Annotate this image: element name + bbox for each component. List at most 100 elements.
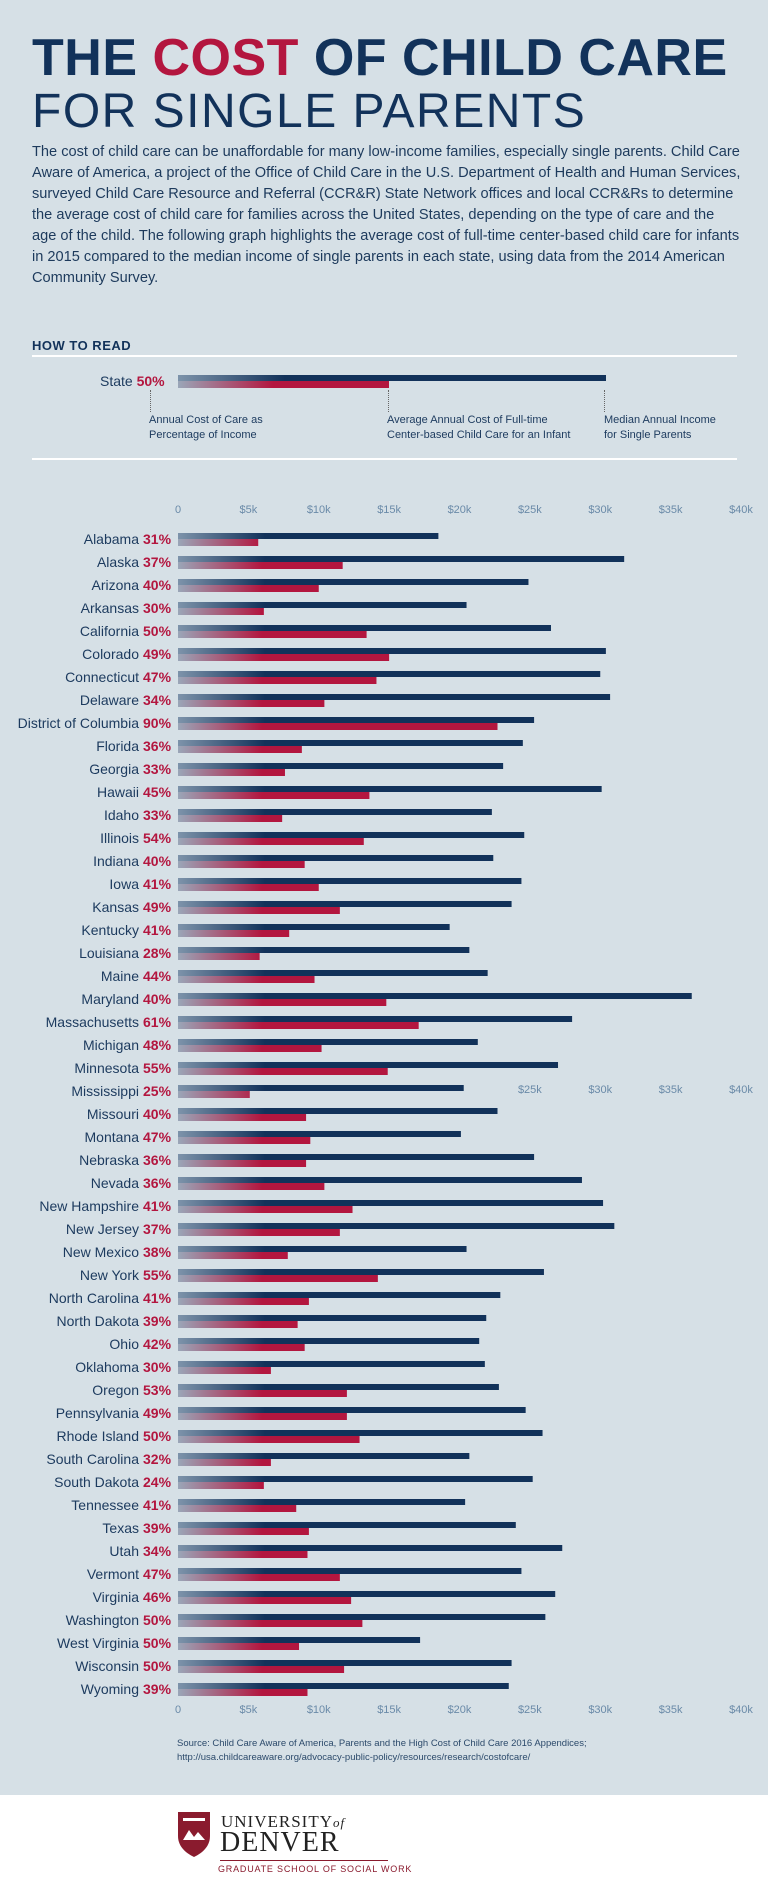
x-tick-label: $35k xyxy=(659,1704,683,1716)
pct-label: 36% xyxy=(143,738,172,754)
income-bar xyxy=(178,901,512,907)
state-label: New Jersey xyxy=(66,1221,139,1237)
chart-row: Idaho 33% xyxy=(104,807,492,823)
cost-bar xyxy=(178,1091,250,1098)
income-bar xyxy=(178,1522,516,1528)
cost-bar xyxy=(178,1620,363,1627)
income-bar xyxy=(178,1660,512,1666)
x-tick-label: $15k xyxy=(377,504,401,516)
chart-row: Massachusetts 61% xyxy=(46,1014,573,1030)
pct-label: 38% xyxy=(143,1244,172,1260)
chart-row: Oregon 53% xyxy=(92,1382,499,1398)
pct-label: 40% xyxy=(143,853,172,869)
bar-chart: 0 $5k $10k $15k $20k $25k $30k $35k $40k $25k $30… xyxy=(18,504,754,1716)
state-label: Washington xyxy=(66,1612,139,1628)
income-bar xyxy=(178,993,692,999)
legend-pct-pointer xyxy=(150,390,151,412)
cost-bar xyxy=(178,1597,352,1604)
x-tick-label: $40k xyxy=(729,504,753,516)
income-bar xyxy=(178,947,470,953)
income-bar xyxy=(178,1637,421,1643)
income-bar xyxy=(178,533,439,539)
cost-bar xyxy=(178,654,390,661)
state-label: Louisiana xyxy=(79,945,139,961)
chart-row: Oklahoma 30% xyxy=(75,1359,485,1375)
state-label: Missouri xyxy=(87,1106,139,1122)
x-tick-label: $15k xyxy=(377,1704,401,1716)
legend-pct-label-line: Percentage of Income xyxy=(149,429,257,441)
cost-bar xyxy=(178,1183,325,1190)
x-tick-label: $35k xyxy=(659,1084,683,1096)
income-bar xyxy=(178,1269,544,1275)
state-label: Florida xyxy=(96,738,139,754)
cost-bar xyxy=(178,608,264,615)
income-bar xyxy=(178,763,504,769)
legend-cost-label-line: Average Annual Cost of Full-time xyxy=(387,414,548,426)
chart-row: Mississippi 25% xyxy=(71,1083,464,1099)
cost-bar xyxy=(178,1045,322,1052)
pct-label: 50% xyxy=(143,623,172,639)
pct-label: 50% xyxy=(143,1658,172,1674)
income-bar xyxy=(178,1407,526,1413)
state-label: North Carolina xyxy=(49,1290,139,1306)
state-label: Texas xyxy=(102,1520,139,1536)
legend-income-label-line: for Single Parents xyxy=(604,429,692,441)
state-label: Maine xyxy=(101,968,139,984)
income-bar xyxy=(178,1039,478,1045)
legend-state: State 50% xyxy=(100,373,165,389)
income-bar xyxy=(178,625,551,631)
income-bar xyxy=(178,1200,604,1206)
cost-bar xyxy=(178,1298,309,1305)
pct-label: 30% xyxy=(143,1359,172,1375)
state-label: Oklahoma xyxy=(75,1359,139,1375)
chart-row: Montana 47% xyxy=(85,1129,461,1145)
state-label: Montana xyxy=(85,1129,140,1145)
cost-bar xyxy=(178,792,370,799)
chart-row: Delaware 34% xyxy=(80,692,611,708)
chart-row: West Virginia 50% xyxy=(57,1635,421,1651)
chart-row: Michigan 48% xyxy=(83,1037,478,1053)
income-bar xyxy=(178,1108,498,1114)
income-bar xyxy=(178,1177,582,1183)
chart-row: Vermont 47% xyxy=(87,1566,522,1582)
income-bar xyxy=(178,1453,470,1459)
pct-label: 39% xyxy=(143,1681,172,1697)
chart-row: Illinois 54% xyxy=(100,830,525,846)
cost-bar xyxy=(178,815,283,822)
pct-label: 41% xyxy=(143,1290,172,1306)
pct-label: 36% xyxy=(143,1175,172,1191)
pct-label: 39% xyxy=(143,1520,172,1536)
pct-label: 41% xyxy=(143,1198,172,1214)
x-tick-label: $25k xyxy=(518,504,542,516)
income-bar xyxy=(178,694,611,700)
x-tick-label: $20k xyxy=(448,1704,472,1716)
income-bar xyxy=(178,648,606,654)
x-tick-label: $10k xyxy=(307,1704,331,1716)
state-label: Colorado xyxy=(82,646,139,662)
cost-bar xyxy=(178,1574,340,1581)
pct-label: 32% xyxy=(143,1451,172,1467)
income-bar xyxy=(178,602,467,608)
pct-label: 34% xyxy=(143,1543,172,1559)
logo-divider xyxy=(220,1860,388,1861)
income-bar xyxy=(178,1223,615,1229)
cost-bar xyxy=(178,1551,308,1558)
logo-school: GRADUATE SCHOOL OF SOCIAL WORK xyxy=(218,1864,413,1874)
income-bar xyxy=(178,1545,563,1551)
x-tick-label: $35k xyxy=(659,504,683,516)
pct-label: 31% xyxy=(143,531,172,547)
source-url[interactable]: http://usa.childcareaware.org/advocacy-p… xyxy=(177,1752,531,1763)
chart-row: Kansas 49% xyxy=(92,899,512,915)
state-label: New York xyxy=(80,1267,140,1283)
legend-cost-label-line: Center-based Child Care for an Infant xyxy=(387,429,571,441)
cost-bar xyxy=(178,1482,264,1489)
state-label: Indiana xyxy=(93,853,139,869)
cost-bar xyxy=(178,1367,271,1374)
x-axis-bottom: 0 $5k $10k $15k $20k $25k $30k $35k $40k xyxy=(175,1704,753,1716)
chart-row: North Dakota 39% xyxy=(57,1313,487,1329)
pct-label: 50% xyxy=(143,1428,172,1444)
income-bar xyxy=(178,1384,499,1390)
state-label: Vermont xyxy=(87,1566,139,1582)
chart-row: Utah 34% xyxy=(109,1543,563,1559)
state-label: Michigan xyxy=(83,1037,139,1053)
